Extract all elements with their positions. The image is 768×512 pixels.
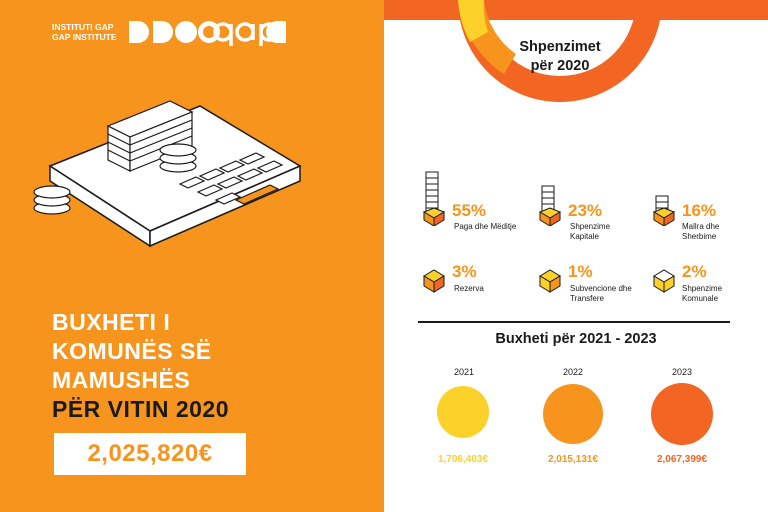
left-panel: INSTITUTI GAP GAP INSTITUTE g <box>0 0 384 512</box>
section-divider <box>418 321 730 323</box>
budget-year-2021: 2021 <box>453 367 475 377</box>
category-label-line1: Mallra dhe <box>682 222 720 231</box>
category-label: Paga dhe Mëditje <box>454 222 544 232</box>
spending-donut-chart <box>458 0 662 102</box>
title-line1: BUXHETI I <box>52 309 171 335</box>
category-label: Mallra dhe Sherbime <box>682 222 768 242</box>
category-percent: 23% <box>568 201 603 220</box>
category-label-line2: Transfere <box>570 294 604 303</box>
total-amount: 2,025,820€ <box>87 440 213 467</box>
category-percent: 16% <box>682 201 717 220</box>
category-percent: 2% <box>682 262 707 281</box>
budget-amount-2022: 2,015,131€ <box>547 454 599 465</box>
category-label-line1: Rezerva <box>454 284 484 293</box>
budget-year-2023: 2023 <box>671 367 693 377</box>
budget-amount-2023: 2,067,399€ <box>656 454 708 465</box>
category-label: Rezerva <box>454 284 544 294</box>
category-percent: 3% <box>452 262 477 281</box>
medium-stack-icon <box>538 185 562 226</box>
category-percent: 1% <box>568 262 593 281</box>
gap-wordmark-icon: g <box>128 21 286 46</box>
category-percent: 55% <box>452 201 487 220</box>
category-label: Shpenzime Kapitale <box>570 222 660 242</box>
box-icon <box>539 269 561 293</box>
total-amount-box: 2,025,820€ <box>54 433 246 475</box>
category-label-line1: Shpenzime <box>570 222 611 231</box>
budget-circle-2021 <box>437 386 489 438</box>
budget-circle-2022 <box>543 384 603 444</box>
logo-line2: GAP INSTITUTE <box>52 32 117 42</box>
spending-title-line1: Shpenzimet <box>519 39 601 55</box>
calculator-illustration <box>33 100 302 248</box>
category-label-line1: Shpenzime <box>682 284 723 293</box>
spending-title: Shpenzimet për 2020 <box>480 38 640 76</box>
category-label: Shpenzime Komunale <box>682 284 768 304</box>
logo-text: INSTITUTI GAP GAP INSTITUTE <box>52 22 117 42</box>
short-stack-icon <box>652 195 676 226</box>
category-label-line2: Kapitale <box>570 232 599 241</box>
budget-year-2022: 2022 <box>562 367 584 377</box>
budget-title: Buxheti për 2021 - 2023 <box>495 331 657 347</box>
budget-circle-2023 <box>651 383 713 445</box>
page-title: BUXHETI I KOMUNËS SË MAMUSHËS PËR VITIN … <box>52 308 229 424</box>
tall-stack-icon <box>422 171 446 226</box>
box-icon <box>653 269 675 293</box>
logo-line1: INSTITUTI GAP <box>52 22 114 32</box>
box-icon <box>423 269 445 293</box>
budget-amount-2021: 1,706,403€ <box>437 454 489 465</box>
category-label-line2: Komunale <box>682 294 719 303</box>
category-label-line1: Paga dhe Mëditje <box>454 222 517 231</box>
category-label-line2: Sherbime <box>682 232 717 241</box>
title-line2: KOMUNËS SË <box>52 338 212 364</box>
title-line4: PËR VITIN 2020 <box>52 396 230 422</box>
category-label: Subvencione dhe Transfere <box>570 284 660 304</box>
right-panel: Shpenzimet për 2020 55% Paga dhe Mëditje <box>384 0 768 512</box>
spending-title-line2: për 2020 <box>530 58 590 74</box>
title-line3: MAMUSHËS <box>52 367 191 393</box>
category-label-line1: Subvencione dhe <box>570 284 632 293</box>
gap-logo: INSTITUTI GAP GAP INSTITUTE g <box>52 18 299 46</box>
